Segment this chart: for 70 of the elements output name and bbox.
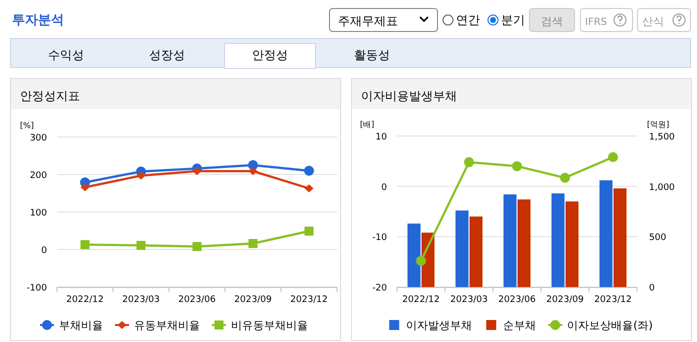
y2-tick-label: 1,500 [649, 132, 676, 142]
point [416, 256, 426, 266]
bar [518, 199, 530, 287]
y2-tick-label: 500 [649, 233, 666, 244]
point [80, 183, 90, 192]
text: IFRS [585, 17, 607, 28]
point [560, 172, 570, 183]
x-tick-label: 2023/12 [594, 295, 632, 305]
y-tick-label: -20 [372, 284, 388, 294]
y-tick-label: -10 [372, 233, 388, 244]
text: 분기 [501, 13, 525, 27]
y2-axis-title: [억원] [647, 120, 670, 129]
bar [504, 194, 516, 287]
point [136, 172, 146, 180]
bar [566, 201, 578, 287]
text: 안정성 [252, 48, 288, 62]
chart-title: 안정성지표 [20, 89, 80, 103]
y-axis-title: [%] [20, 121, 34, 130]
y-tick-label: 200 [30, 171, 48, 181]
y-tick-label: 100 [30, 208, 48, 218]
x-tick-label: 2023/09 [546, 295, 584, 305]
point [304, 184, 314, 192]
x-tick-label: 2022/12 [402, 295, 440, 305]
y2-tick-label: 1,000 [649, 182, 676, 193]
legend-label: 이자보상배율(좌) [567, 319, 653, 332]
legend-label: 비유동부채비율 [231, 319, 308, 332]
text: 활동성 [354, 48, 390, 62]
point [136, 240, 146, 250]
text: 투자분석 [12, 13, 64, 28]
text: 수익성 [48, 48, 84, 62]
bar [408, 224, 420, 287]
x-tick-label: 2023/12 [290, 295, 328, 305]
x-tick-label: 2023/03 [450, 295, 488, 305]
x-tick-label: 2023/03 [122, 295, 160, 305]
point [512, 161, 522, 172]
point [192, 167, 202, 176]
x-tick-label: 2022/12 [66, 295, 104, 305]
x-tick-label: 2023/06 [178, 295, 216, 305]
point [192, 242, 202, 251]
x-tick-label: 2023/06 [498, 295, 536, 305]
point [304, 226, 314, 236]
point [248, 239, 258, 248]
legend-label: 순부채 [503, 319, 536, 332]
y2-tick-label: 0 [649, 284, 655, 294]
y-tick-label: 10 [376, 132, 388, 142]
text: 주재무제표 [338, 14, 398, 28]
y-tick-label: -100 [26, 284, 48, 294]
bar [600, 180, 612, 287]
text: 연간 [456, 13, 480, 27]
legend-label: 부채비율 [59, 319, 103, 332]
text: 산식 [642, 15, 664, 28]
point [80, 240, 90, 250]
text: 성장성 [149, 48, 185, 62]
y-tick-label: 0 [381, 182, 388, 193]
point [304, 166, 314, 176]
y-axis-title: [배] [360, 120, 374, 129]
legend-label: 이자발생부채 [406, 319, 472, 332]
bar [552, 193, 564, 287]
x-tick-label: 2023/09 [234, 295, 272, 305]
chart-title: 이자비용발생부채 [361, 89, 457, 103]
point [608, 152, 618, 162]
y-tick-label: 0 [41, 246, 48, 256]
point [248, 167, 258, 176]
bar [470, 216, 482, 287]
bar [614, 188, 626, 287]
y-tick-label: 300 [30, 134, 48, 144]
point [464, 157, 474, 168]
text: 검색 [541, 15, 563, 28]
bar [456, 210, 468, 287]
legend-label: 유동부채비율 [134, 319, 200, 332]
